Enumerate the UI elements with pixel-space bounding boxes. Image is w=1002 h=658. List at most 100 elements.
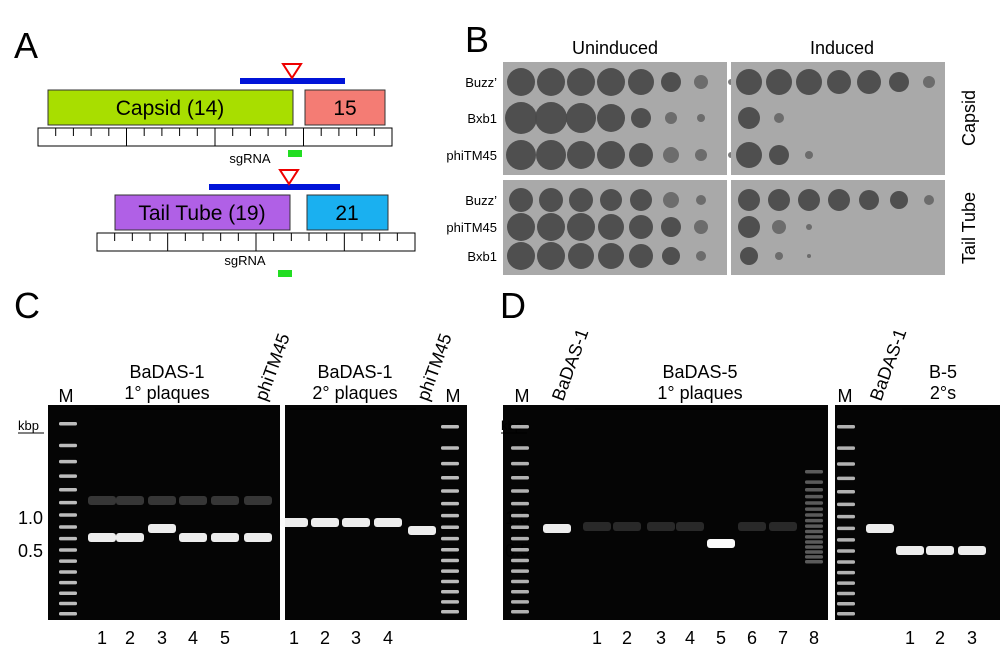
ladder-band <box>59 513 77 517</box>
ladder-band <box>511 600 529 604</box>
cut-site <box>278 169 300 186</box>
group-label: 1° plaques <box>657 383 742 403</box>
band <box>543 524 571 533</box>
lane-number: 4 <box>685 628 695 648</box>
gel <box>835 405 1000 620</box>
plaque-spot <box>736 142 762 168</box>
lane-number: 2 <box>320 628 330 648</box>
ladder-band <box>511 476 529 480</box>
ladder-band <box>805 540 823 544</box>
ladder-band <box>837 601 855 606</box>
ladder-band <box>837 462 855 466</box>
band <box>211 533 239 542</box>
band <box>896 546 924 555</box>
ladder-band <box>511 461 529 466</box>
ruler <box>37 127 393 147</box>
size-label: 0.5 <box>18 541 43 561</box>
ladder-band <box>441 579 459 584</box>
band <box>88 496 116 505</box>
panel-d: D M kbp 1.0 0.5 BaDAS-1 BaDAS-5 1° plaqu… <box>500 285 1000 620</box>
plates <box>503 62 945 275</box>
lane-label: BaDAS-1 <box>866 326 910 403</box>
ladder-band <box>441 425 459 429</box>
lane-number: 1 <box>97 628 107 648</box>
ladder-band <box>837 446 855 450</box>
ladder-band <box>511 536 529 541</box>
row-label: phiTM45 <box>446 220 497 235</box>
row-label: Buzz’ <box>465 75 497 90</box>
column-label: Uninduced <box>572 38 658 58</box>
panel-label: D <box>500 285 526 326</box>
plaque-spot <box>629 143 653 167</box>
ladder-band <box>837 476 855 481</box>
plaque-spot <box>796 69 822 95</box>
plaque-spot <box>924 195 934 205</box>
lane-number: 3 <box>656 628 666 648</box>
band <box>866 524 894 533</box>
plaque-spot <box>805 151 813 159</box>
ladder-band <box>511 610 529 614</box>
row-label: phiTM45 <box>446 148 497 163</box>
ladder-band <box>59 559 77 563</box>
guide-label: sgRNA <box>229 151 271 166</box>
plaque-spot <box>661 217 681 237</box>
plaque-spot <box>738 107 760 129</box>
ladder-band <box>441 501 459 506</box>
cut-site <box>281 63 303 80</box>
plaque-spot <box>597 104 625 132</box>
band <box>738 522 766 531</box>
panel-b: B Uninduced Induced Buzz’ Bxb1 phiTM45 B… <box>446 19 979 275</box>
ladder-band <box>59 459 77 464</box>
band <box>613 522 641 531</box>
plaque-spot <box>662 247 680 265</box>
lane-number: 2 <box>935 628 945 648</box>
band <box>647 522 675 531</box>
plaque-spot <box>798 189 820 211</box>
side-label: Capsid <box>959 90 979 146</box>
plaque-spot <box>859 190 879 210</box>
ladder-band <box>837 526 855 531</box>
panel-label: A <box>14 25 38 66</box>
plaque-spot <box>828 189 850 211</box>
panel-a: A Capsid (14) 15 sgRNA Tail Tube (19) 21… <box>14 25 416 277</box>
ladder-band <box>837 591 855 596</box>
group-label: BaDAS-1 <box>317 362 392 382</box>
plaque-spot <box>567 141 595 169</box>
panel-c: C M kbp 1.0 0.5 BaDAS-1 1° plaques phiTM… <box>14 285 467 620</box>
marker-label: M <box>838 386 853 406</box>
plaque-spot <box>827 70 851 94</box>
band <box>926 546 954 555</box>
ladder-band <box>59 612 77 616</box>
lane-number: 3 <box>157 628 167 648</box>
group-label: B-5 <box>929 362 957 382</box>
plaque-spot <box>597 141 625 169</box>
plaque-spot <box>628 69 654 95</box>
plaque-spot <box>769 145 789 165</box>
ladder-band <box>511 547 529 552</box>
plaque-spot <box>694 220 708 234</box>
ladder-band <box>59 536 77 541</box>
ladder-band <box>59 443 77 448</box>
plaque-spot <box>537 242 565 270</box>
lane-number: 2 <box>622 628 632 648</box>
ladder-band <box>59 487 77 492</box>
plaque-spot <box>736 69 762 95</box>
ladder-band <box>805 560 823 564</box>
gel <box>48 405 280 620</box>
gel <box>503 405 828 620</box>
plaque-spot <box>631 108 651 128</box>
size-label: 1.0 <box>18 508 43 528</box>
group-label: 1° plaques <box>124 383 209 403</box>
ladder-band <box>59 474 77 478</box>
ladder-band <box>837 538 855 542</box>
plaque-spot <box>567 213 595 241</box>
plaque-spot <box>807 254 811 258</box>
band <box>583 522 611 531</box>
band <box>244 533 272 542</box>
lane-number: 1 <box>592 628 602 648</box>
ladder-band <box>805 470 823 474</box>
band <box>211 496 239 505</box>
band <box>179 496 207 505</box>
plaque-spot <box>535 102 567 134</box>
